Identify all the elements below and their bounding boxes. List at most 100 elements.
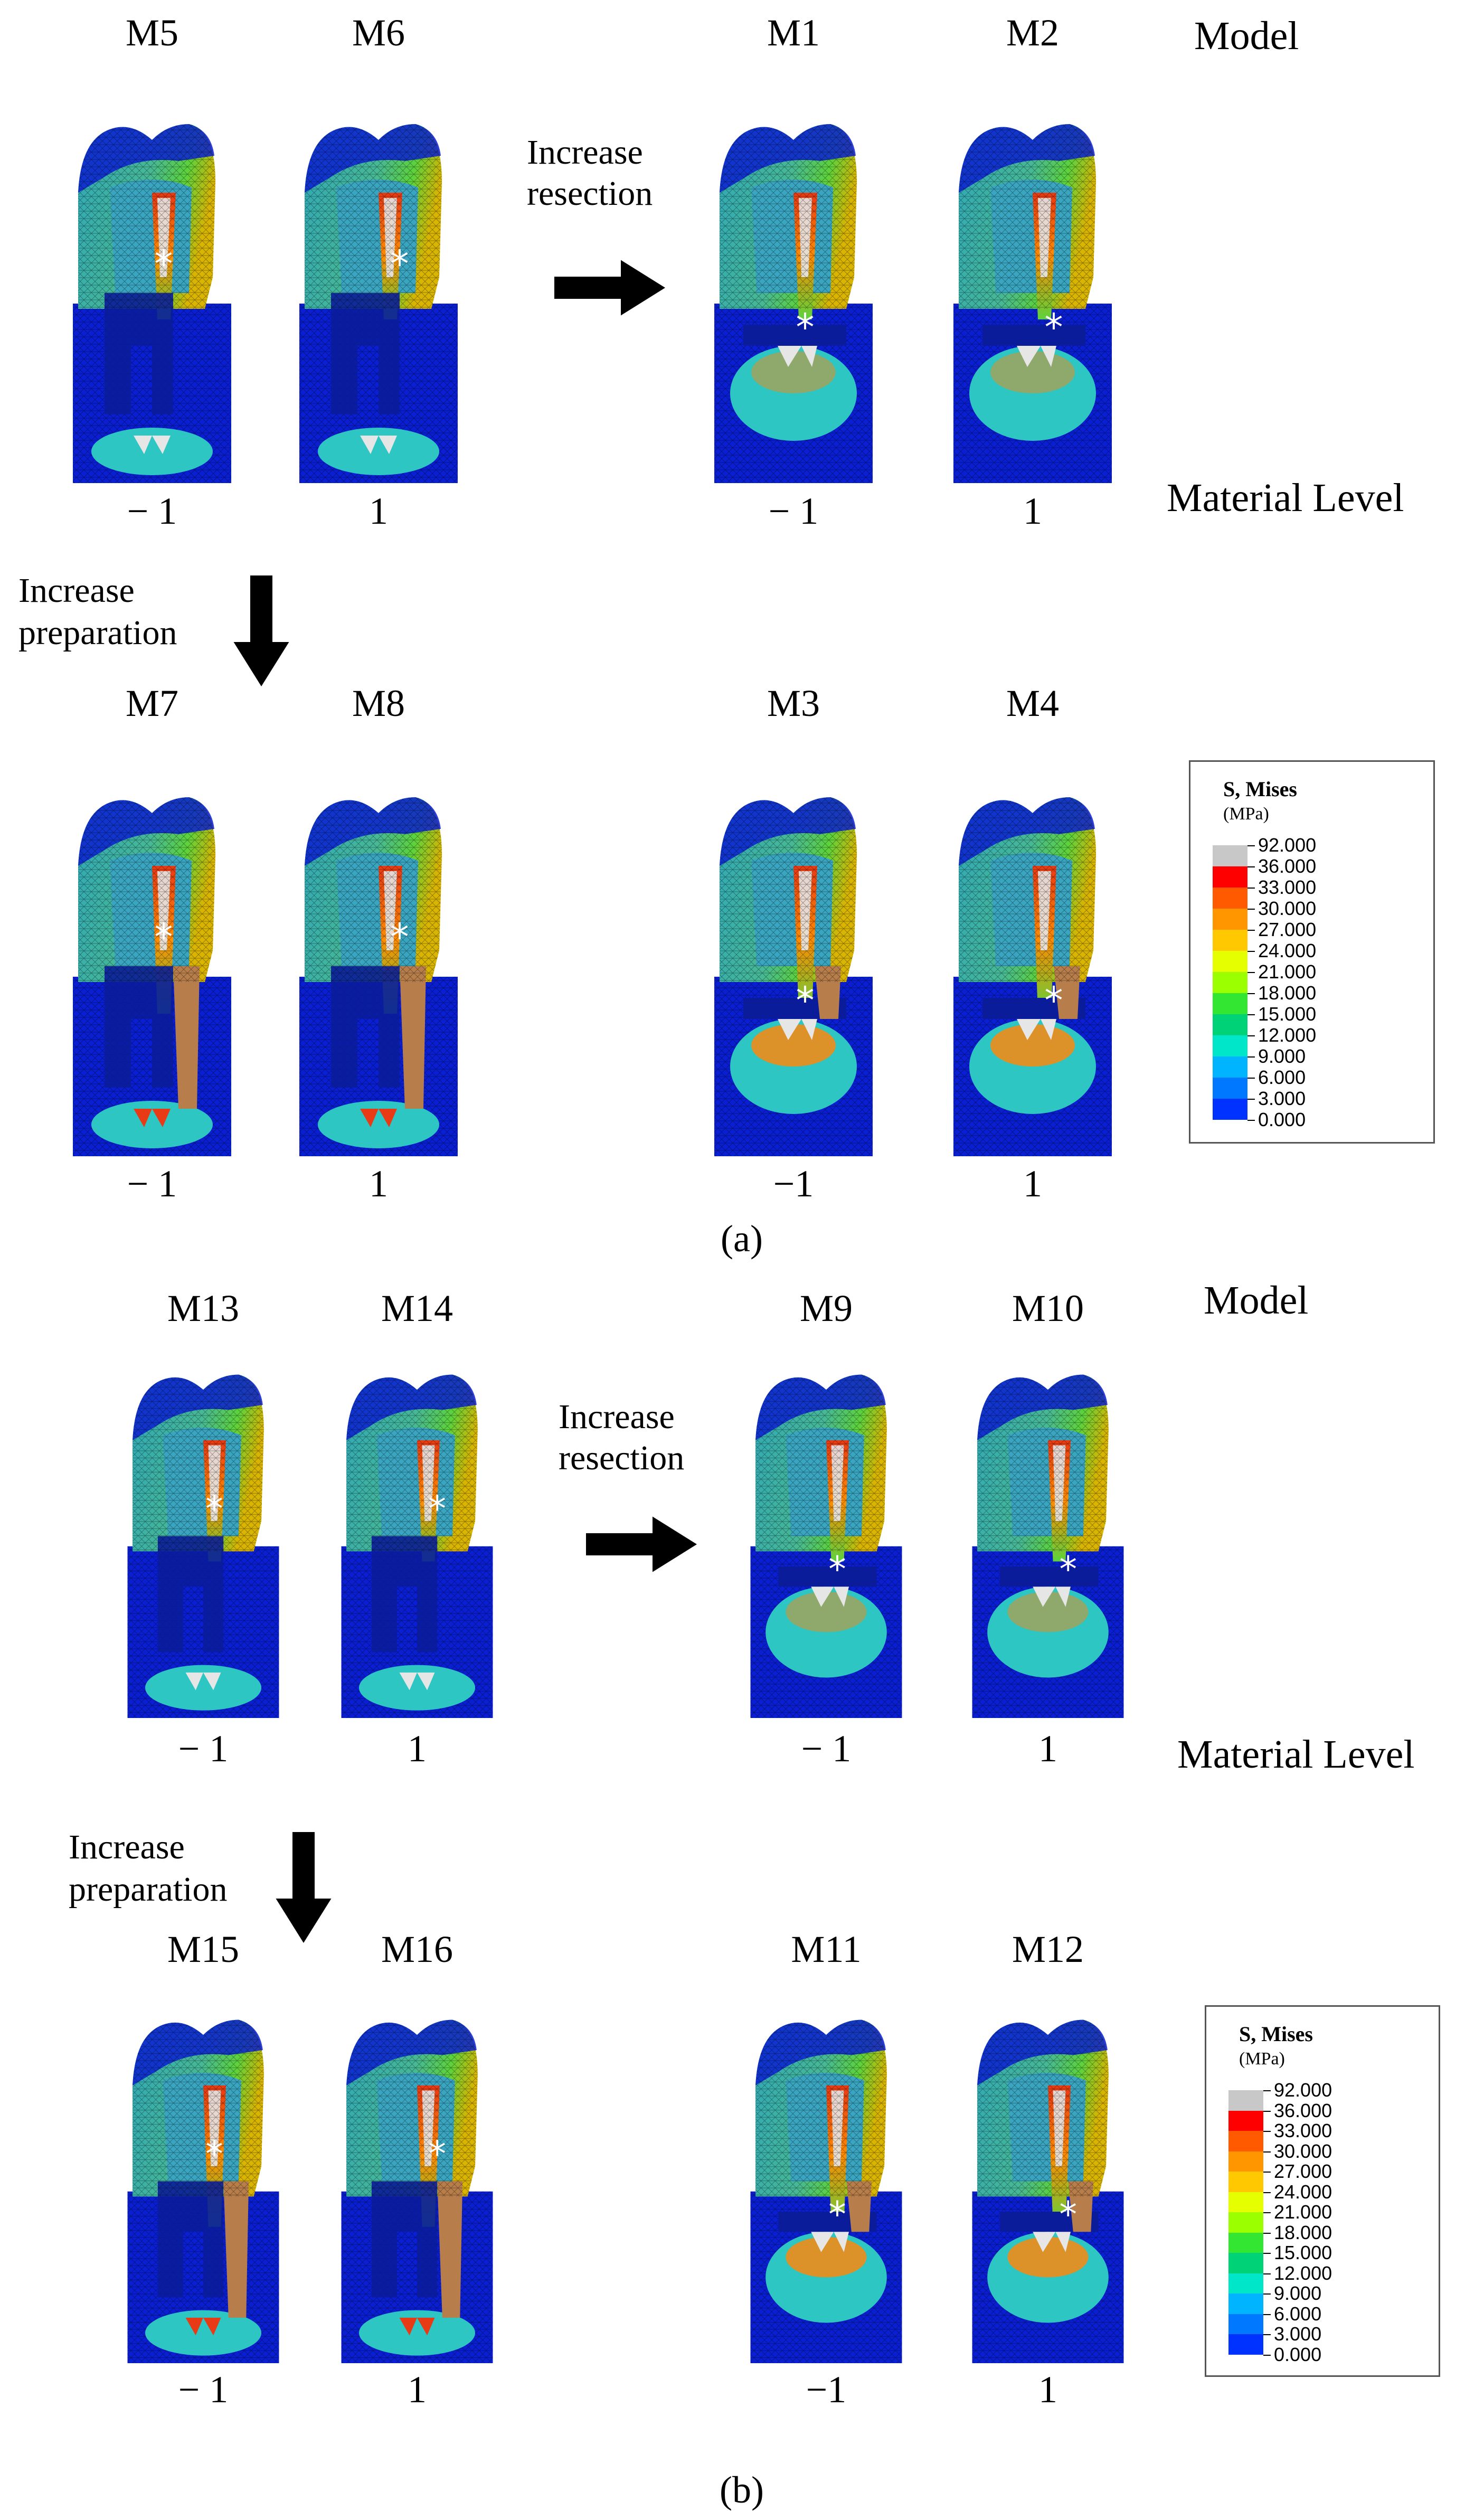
- legend-tick: [1247, 1035, 1255, 1036]
- legend-value: 12.000: [1274, 2262, 1332, 2284]
- preparation-annotation: Increase: [69, 1828, 185, 1866]
- stress-contour-model: *: [341, 1374, 493, 1718]
- legend-tick: [1263, 2314, 1271, 2315]
- legend-tick: [1263, 2192, 1271, 2193]
- legend-swatch: [1228, 2151, 1263, 2172]
- model-label: M8: [352, 682, 405, 724]
- material-level-value: 1: [408, 1728, 427, 1770]
- model-label: M9: [799, 1287, 853, 1329]
- model-label: M2: [1006, 12, 1060, 54]
- legend-tick: [1263, 2212, 1271, 2213]
- legend-value: 24.000: [1258, 940, 1317, 961]
- legend-value: 92.000: [1274, 2079, 1332, 2101]
- material-level-value: 1: [1038, 1728, 1057, 1770]
- asterisk-icon: *: [205, 2133, 223, 2174]
- resection-annotation: Increase: [559, 1398, 675, 1436]
- legend-swatch: [1228, 2314, 1263, 2334]
- legend-value: 15.000: [1258, 1003, 1317, 1025]
- arrow-right-icon: [554, 260, 665, 316]
- root-canals: [331, 966, 400, 1088]
- resection-annotation: resection: [559, 1439, 685, 1477]
- legend-swatch: [1213, 1099, 1247, 1120]
- legend-tick: [1263, 2151, 1271, 2153]
- legend-value: 27.000: [1258, 919, 1317, 940]
- asterisk-icon: *: [429, 2133, 446, 2174]
- stress-contour-model: *: [714, 797, 873, 1156]
- legend-value: 36.000: [1274, 2099, 1332, 2121]
- model-label: M7: [125, 682, 179, 724]
- apex-region: [359, 1665, 475, 1711]
- legend-value: 6.000: [1258, 1066, 1306, 1088]
- resection-annotation: resection: [527, 174, 653, 213]
- legend-swatch: [1228, 2192, 1263, 2212]
- legend-swatch: [1213, 993, 1247, 1014]
- model-heading: Model: [1194, 14, 1299, 58]
- prepared-wall: [400, 966, 426, 1109]
- legend-tick: [1263, 2273, 1271, 2274]
- preparation-annotation: Increase: [18, 571, 135, 610]
- legend-swatch: [1213, 1056, 1247, 1078]
- legend-swatch: [1228, 2253, 1263, 2273]
- legend-swatch: [1228, 2090, 1263, 2111]
- legend-swatch: [1228, 2212, 1263, 2233]
- asterisk-icon: *: [1045, 979, 1063, 1022]
- legend-swatch: [1213, 1014, 1247, 1035]
- legend-value: 3.000: [1274, 2323, 1322, 2345]
- legend-tick: [1247, 993, 1255, 994]
- model-label: M13: [167, 1287, 240, 1329]
- legend-tick: [1247, 1099, 1255, 1100]
- legend-value: 21.000: [1274, 2201, 1332, 2223]
- legend-value: 15.000: [1274, 2242, 1332, 2263]
- legend-tick: [1263, 2110, 1271, 2112]
- stress-contour-model: *: [299, 124, 458, 483]
- asterisk-icon: *: [155, 915, 173, 959]
- resection-gap: [1000, 1566, 1099, 1587]
- material-level-heading: Material Level: [1177, 1732, 1415, 1777]
- legend-tick: [1263, 2293, 1271, 2295]
- legend-swatch: [1228, 2232, 1263, 2253]
- stress-contour-model: *: [750, 2019, 902, 2363]
- model-label: M15: [167, 1928, 240, 1970]
- root-canals: [371, 1536, 438, 1653]
- resection-gap: [982, 325, 1085, 346]
- asterisk-icon: *: [1045, 306, 1063, 349]
- apex-region: [145, 1665, 261, 1711]
- prepared-wall: [223, 2181, 249, 2318]
- legend-unit: (MPa): [1223, 804, 1269, 824]
- legend-swatch: [1228, 2334, 1263, 2355]
- resection-gap: [743, 325, 846, 346]
- legend-value: 33.000: [1274, 2120, 1332, 2141]
- model-label: M3: [767, 682, 820, 724]
- material-level-value: 1: [1023, 490, 1042, 532]
- model-label: M5: [125, 12, 179, 54]
- arrow-down-icon: [276, 1832, 332, 1943]
- legend-tick: [1247, 1078, 1255, 1079]
- legend-swatch: [1213, 972, 1247, 993]
- legend-swatch: [1213, 866, 1247, 888]
- legend-swatch: [1213, 845, 1247, 866]
- legend-value: 92.000: [1258, 834, 1317, 856]
- model-label: M10: [1012, 1287, 1084, 1329]
- asterisk-icon: *: [828, 1549, 846, 1590]
- asterisk-icon: *: [796, 979, 815, 1022]
- material-level-value: − 1: [801, 1728, 852, 1770]
- stress-contour-model: *: [750, 1374, 902, 1718]
- material-level-value: −1: [806, 2368, 847, 2411]
- resection-gap: [778, 1566, 877, 1587]
- apex-region: [145, 2310, 261, 2356]
- legend-value: 0.000: [1258, 1109, 1306, 1130]
- legend-swatch: [1213, 1035, 1247, 1056]
- apex-region: [359, 2310, 475, 2356]
- model-label: M14: [381, 1287, 453, 1329]
- stress-contour-model: *: [299, 797, 458, 1156]
- asterisk-icon: *: [796, 306, 815, 349]
- legend-swatch: [1213, 930, 1247, 951]
- legend-title: S, Mises: [1239, 2022, 1313, 2046]
- preparation-annotation: preparation: [18, 613, 177, 652]
- legend-swatch: [1213, 951, 1247, 972]
- legend-tick: [1263, 2334, 1271, 2335]
- material-level-value: 1: [1023, 1163, 1042, 1205]
- material-level-value: − 1: [127, 490, 177, 532]
- material-level-heading: Material Level: [1167, 476, 1404, 520]
- legend-swatch: [1213, 1078, 1247, 1099]
